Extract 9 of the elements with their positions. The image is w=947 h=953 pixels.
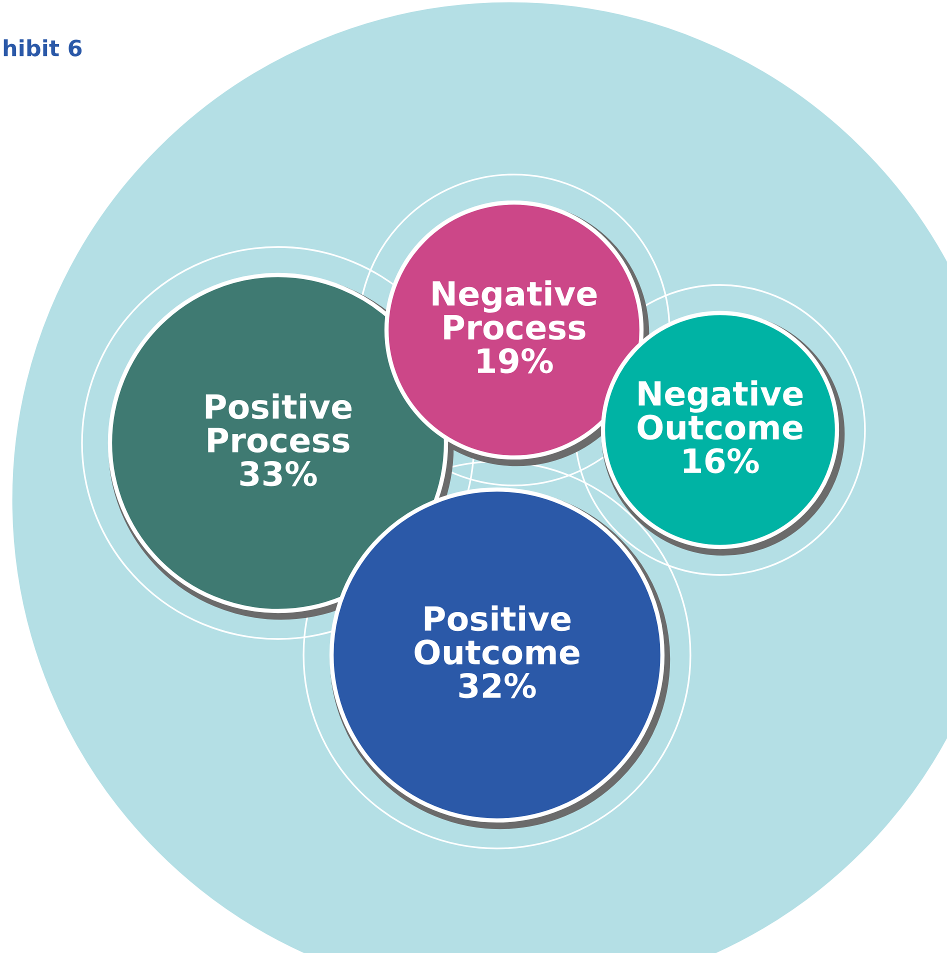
data-label: 19% bbox=[478, 348, 553, 374]
category-label: Negative Outcome bbox=[638, 380, 803, 440]
category-label: Positive Outcome bbox=[414, 605, 580, 665]
data-label: 16% bbox=[684, 448, 759, 474]
category-label: Negative Process bbox=[432, 280, 597, 340]
text: hibit 6 bbox=[4, 39, 82, 56]
data-label: 33% bbox=[240, 460, 317, 486]
data-label: 32% bbox=[459, 672, 536, 698]
category-label: Positive Process bbox=[206, 393, 352, 453]
